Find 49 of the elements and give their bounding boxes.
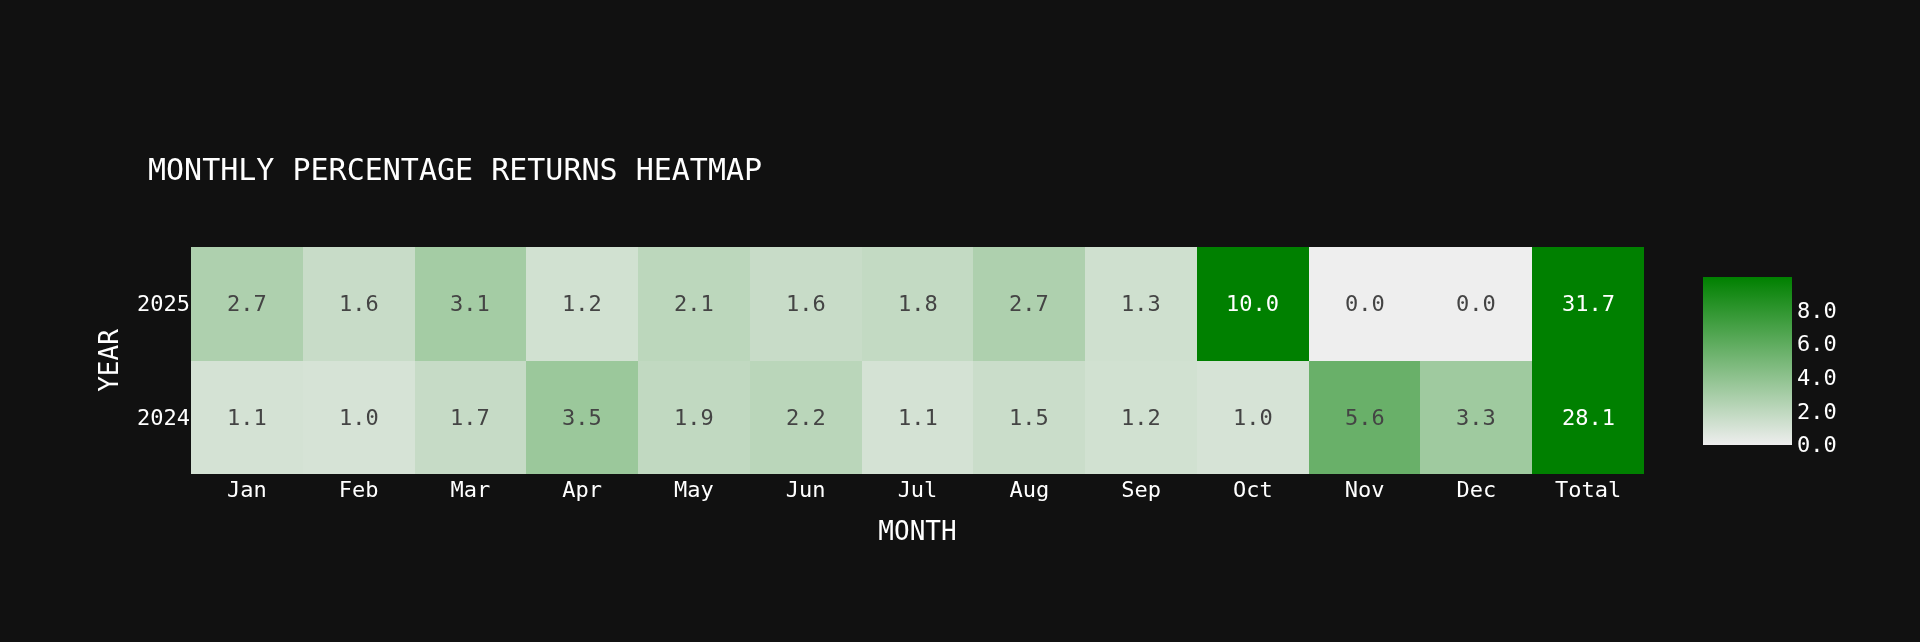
x-tick-label: Jul: [897, 477, 938, 502]
data-label: 1.3: [1121, 291, 1161, 316]
x-tick-label: Dec: [1456, 477, 1497, 502]
data-label: 0.0: [1345, 291, 1385, 316]
data-label: 3.1: [450, 291, 490, 316]
data-label: 1.1: [898, 405, 938, 430]
data-label: 1.9: [674, 405, 714, 430]
data-label: 0.0: [1456, 291, 1496, 316]
data-label: 1.2: [562, 291, 602, 316]
x-tick-label: Aug: [1009, 477, 1050, 502]
color-bar-label: 4.0: [1796, 365, 1837, 390]
x-tick-label: Sep: [1121, 477, 1161, 502]
x-tick-label: May: [674, 477, 714, 502]
x-tick-label: Total: [1555, 477, 1622, 502]
x-tick-label: Jun: [785, 477, 826, 502]
chart-title: MONTHLY PERCENTAGE RETURNS HEATMAP: [148, 151, 763, 187]
data-label: 1.1: [227, 405, 267, 430]
data-label: 1.6: [339, 291, 379, 316]
y-axis-title: YEAR: [94, 328, 125, 392]
color-bar-label: 8.0: [1796, 297, 1837, 323]
data-label: 10.0: [1226, 291, 1279, 316]
x-axis-title: MONTH: [878, 515, 957, 546]
data-label: 1.0: [1233, 405, 1273, 430]
data-label: 1.8: [898, 291, 938, 316]
color-bar-label: 6.0: [1796, 331, 1837, 357]
color-bar-label: 0.0: [1796, 432, 1837, 458]
data-label: 1.7: [450, 405, 490, 430]
x-tick-label: Nov: [1344, 477, 1385, 502]
x-tick-label: Jan: [227, 477, 267, 502]
x-tick-label: Apr: [562, 477, 603, 502]
color-bar-label: 2.0: [1796, 398, 1837, 424]
data-label: 2.1: [674, 291, 714, 316]
data-label: 2.7: [1009, 291, 1049, 316]
y-tick-label: 2024: [137, 404, 190, 430]
data-label: 1.2: [1121, 405, 1161, 430]
data-label: 2.2: [786, 405, 826, 430]
data-label: 5.6: [1345, 405, 1385, 430]
data-label: 31.7: [1562, 291, 1615, 316]
x-tick-label: Feb: [338, 477, 379, 502]
data-label: 3.3: [1456, 405, 1496, 430]
data-label: 2.7: [227, 291, 267, 316]
data-label: 1.0: [339, 405, 379, 430]
y-tick-label: 2025: [137, 291, 190, 317]
x-tick-label: Oct: [1232, 477, 1273, 502]
data-label: 28.1: [1562, 405, 1615, 430]
x-tick-label: Mar: [450, 477, 491, 502]
data-label: 1.5: [1009, 405, 1049, 430]
data-label: 3.5: [562, 405, 602, 430]
data-label: 1.6: [786, 291, 826, 316]
